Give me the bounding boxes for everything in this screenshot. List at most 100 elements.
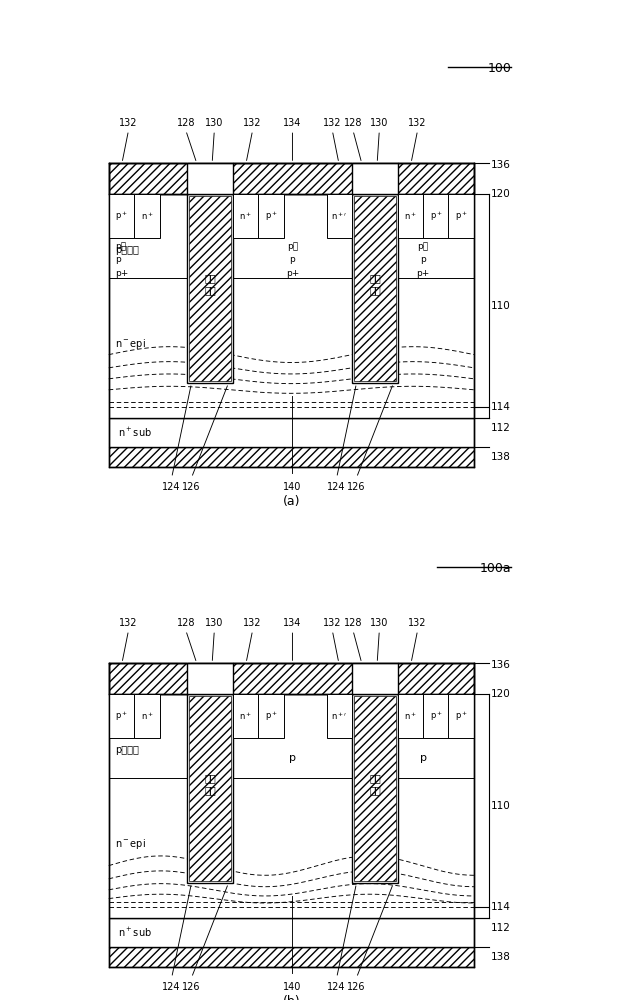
- Text: 140: 140: [283, 482, 302, 492]
- Bar: [233, 194, 259, 238]
- Text: 128: 128: [177, 118, 195, 128]
- Text: 130: 130: [370, 118, 389, 128]
- Bar: [109, 194, 474, 418]
- Bar: [109, 947, 474, 967]
- Text: 126: 126: [182, 982, 201, 992]
- Bar: [233, 694, 259, 738]
- Text: 134: 134: [283, 118, 302, 128]
- Text: 124: 124: [162, 982, 181, 992]
- Text: n$^+$sub: n$^+$sub: [118, 926, 151, 939]
- Text: 100: 100: [488, 62, 511, 75]
- Bar: [109, 918, 474, 947]
- Text: n$^+$: n$^+$: [404, 710, 417, 722]
- Bar: [259, 694, 284, 738]
- Text: 132: 132: [408, 618, 427, 628]
- Text: 多晶
硅栅: 多晶 硅栅: [204, 773, 216, 795]
- Text: p－体层: p－体层: [115, 745, 139, 755]
- Text: 126: 126: [347, 482, 366, 492]
- Bar: [354, 196, 396, 381]
- Text: 136: 136: [491, 160, 511, 170]
- Text: n$^+$: n$^+$: [141, 210, 153, 222]
- Bar: [259, 194, 284, 238]
- Text: 124: 124: [327, 982, 346, 992]
- Text: p+: p+: [416, 269, 429, 278]
- Bar: [187, 663, 233, 694]
- Text: 130: 130: [205, 618, 223, 628]
- Bar: [352, 194, 398, 383]
- Bar: [423, 194, 449, 238]
- Bar: [327, 694, 352, 738]
- Text: p: p: [420, 255, 426, 264]
- Bar: [187, 661, 233, 694]
- Text: p: p: [289, 753, 296, 763]
- Bar: [109, 194, 134, 238]
- Text: 124: 124: [327, 482, 346, 492]
- Text: n$^+$$'$: n$^+$$'$: [331, 710, 347, 722]
- Text: 138: 138: [491, 452, 511, 462]
- Bar: [398, 194, 423, 238]
- Text: n$^+$: n$^+$: [141, 710, 153, 722]
- Bar: [187, 161, 233, 194]
- Text: p: p: [290, 255, 295, 264]
- Text: 132: 132: [323, 618, 342, 628]
- Text: p+: p+: [286, 269, 299, 278]
- Text: n$^+$$'$: n$^+$$'$: [331, 210, 347, 222]
- Text: 132: 132: [120, 118, 138, 128]
- Text: 130: 130: [370, 618, 389, 628]
- Text: p－: p－: [287, 242, 298, 251]
- Text: n$^+$sub: n$^+$sub: [118, 426, 151, 439]
- Bar: [134, 694, 160, 738]
- Text: 112: 112: [491, 423, 511, 433]
- Text: (a): (a): [282, 495, 300, 508]
- Bar: [109, 663, 474, 694]
- Text: 140: 140: [283, 982, 302, 992]
- Bar: [109, 663, 474, 694]
- Text: n$^+$: n$^+$: [239, 710, 252, 722]
- Text: 120: 120: [491, 189, 510, 199]
- Text: 130: 130: [205, 118, 223, 128]
- Text: 132: 132: [408, 118, 427, 128]
- Bar: [109, 694, 474, 918]
- Text: p$^+$: p$^+$: [429, 709, 443, 723]
- Text: p: p: [115, 255, 121, 264]
- Bar: [109, 418, 474, 447]
- Text: 128: 128: [177, 618, 195, 628]
- Bar: [189, 696, 230, 881]
- Text: n$^+$: n$^+$: [404, 210, 417, 222]
- Text: 136: 136: [491, 660, 511, 670]
- Bar: [352, 163, 398, 194]
- Text: (b): (b): [282, 995, 300, 1000]
- Text: p$^+$: p$^+$: [265, 709, 277, 723]
- Text: p$^+$: p$^+$: [115, 209, 128, 223]
- Text: 110: 110: [491, 801, 510, 811]
- Text: 110: 110: [491, 301, 510, 311]
- Text: p－: p－: [115, 242, 126, 251]
- Bar: [352, 161, 398, 194]
- Text: p: p: [419, 753, 427, 763]
- Bar: [448, 194, 474, 238]
- Text: 126: 126: [182, 482, 201, 492]
- Text: 120: 120: [491, 689, 510, 699]
- Text: 132: 132: [244, 118, 262, 128]
- Bar: [109, 163, 474, 194]
- Bar: [187, 694, 233, 883]
- Text: 多晶
硅栅: 多晶 硅栅: [204, 273, 216, 295]
- Text: 112: 112: [491, 923, 511, 933]
- Bar: [189, 196, 230, 381]
- Text: 132: 132: [244, 618, 262, 628]
- Bar: [448, 694, 474, 738]
- Text: p+: p+: [115, 269, 128, 278]
- Bar: [327, 194, 352, 238]
- Bar: [109, 447, 474, 467]
- Text: 132: 132: [323, 118, 342, 128]
- Text: 多晶
硅栅: 多晶 硅栅: [369, 273, 381, 295]
- Bar: [423, 694, 449, 738]
- Text: 100a: 100a: [480, 562, 511, 575]
- Bar: [352, 663, 398, 694]
- Bar: [109, 694, 134, 738]
- Bar: [187, 194, 233, 383]
- Text: 138: 138: [491, 952, 511, 962]
- Text: 134: 134: [283, 618, 302, 628]
- Bar: [354, 696, 396, 881]
- Text: p－体层: p－体层: [115, 245, 139, 255]
